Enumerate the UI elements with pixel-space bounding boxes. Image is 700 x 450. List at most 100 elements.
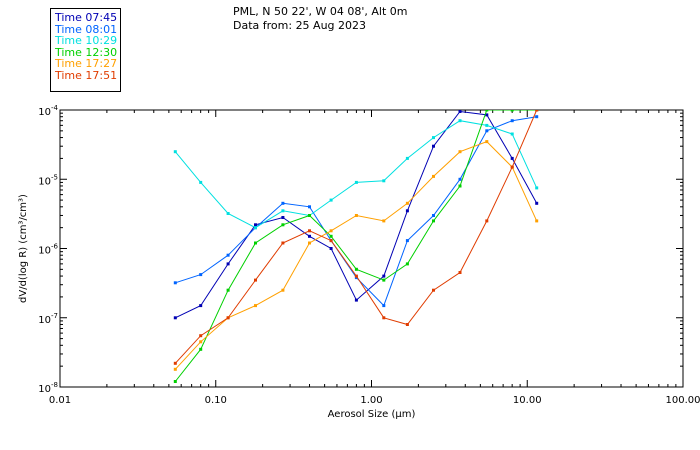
series-line xyxy=(174,110,537,382)
data-point xyxy=(510,165,514,169)
data-point xyxy=(432,144,435,148)
data-point xyxy=(281,216,285,219)
data-point xyxy=(458,177,462,181)
series-1230 xyxy=(173,110,539,383)
data-point xyxy=(173,150,177,154)
data-point xyxy=(405,323,409,326)
data-point xyxy=(405,156,409,160)
legend-entry: Time 10:29 xyxy=(55,34,118,47)
data-point xyxy=(173,281,177,285)
legend-entry: Time 17:27 xyxy=(55,57,118,70)
data-point xyxy=(199,180,203,184)
data-point xyxy=(226,253,230,257)
data-point xyxy=(173,367,177,371)
data-point xyxy=(510,156,514,160)
data-point xyxy=(254,304,257,308)
series-0801 xyxy=(173,115,539,308)
x-tick-label: 100.00 xyxy=(666,395,700,406)
location-header: PML, N 50 22', W 04 08', Alt 0m xyxy=(233,5,408,18)
data-point xyxy=(432,174,435,178)
data-point xyxy=(354,274,358,278)
data-point xyxy=(308,214,311,217)
data-point xyxy=(281,288,285,292)
data-point xyxy=(199,340,203,344)
data-point xyxy=(308,229,311,233)
data-point xyxy=(173,380,177,383)
data-point xyxy=(382,304,386,308)
y-tick-label: 10-7 xyxy=(38,312,58,326)
data-date-header: Data from: 25 Aug 2023 xyxy=(233,19,367,32)
series-line xyxy=(174,120,538,229)
chart-legend: Time 07:45 Time 08:01 Time 10:29 Time 12:30… xyxy=(50,8,121,92)
data-point xyxy=(329,247,333,250)
data-point xyxy=(199,347,203,351)
data-point xyxy=(308,205,311,209)
data-point xyxy=(226,262,230,266)
data-point xyxy=(405,201,409,205)
data-point xyxy=(432,219,435,223)
data-point xyxy=(329,239,333,243)
legend-entry: Time 08:01 xyxy=(55,22,118,36)
data-point xyxy=(535,201,539,205)
data-point xyxy=(308,234,311,238)
x-tick-label: 0.01 xyxy=(49,395,71,406)
legend-entry: Time 12:30 xyxy=(55,45,118,59)
data-point xyxy=(485,123,489,127)
x-tick-label: 10.00 xyxy=(513,395,542,406)
data-point xyxy=(485,219,489,223)
data-point xyxy=(535,110,539,112)
series-line xyxy=(174,110,538,364)
data-point xyxy=(405,209,409,213)
data-point xyxy=(226,288,230,292)
data-point xyxy=(510,119,514,123)
data-point xyxy=(382,316,386,320)
y-tick-label: 10-6 xyxy=(38,243,58,257)
data-point xyxy=(199,273,203,277)
y-tick-label: 10-5 xyxy=(38,173,58,187)
data-point xyxy=(199,304,203,308)
data-point xyxy=(382,278,386,282)
data-point xyxy=(281,223,285,227)
data-point xyxy=(432,136,435,140)
data-point xyxy=(173,361,177,365)
data-point xyxy=(458,119,462,123)
data-point xyxy=(308,241,311,245)
data-point xyxy=(329,198,333,202)
legend-entry: Time 17:51 xyxy=(55,68,118,82)
data-point xyxy=(382,274,386,278)
data-point xyxy=(510,110,514,112)
data-point xyxy=(510,132,514,136)
data-point xyxy=(458,150,462,154)
data-point xyxy=(329,234,333,238)
data-point xyxy=(485,110,489,112)
legend-entry: Time 07:45 xyxy=(55,11,118,24)
data-point xyxy=(354,267,358,271)
data-point xyxy=(458,271,462,274)
data-point xyxy=(485,113,489,117)
data-point xyxy=(281,209,285,213)
data-point xyxy=(254,223,257,227)
y-axis-title: dV/d(log R) (cm³/cm³) xyxy=(18,194,29,303)
data-point xyxy=(485,140,489,144)
data-point xyxy=(354,214,358,217)
y-tick-label: 10-4 xyxy=(38,104,58,118)
x-tick-label: 1.00 xyxy=(360,395,382,406)
data-point xyxy=(254,226,257,230)
data-point xyxy=(281,241,285,245)
data-point xyxy=(226,316,230,320)
data-point xyxy=(382,219,386,223)
data-point xyxy=(354,298,358,302)
data-point xyxy=(281,201,285,205)
x-axis-title: Aerosol Size (µm) xyxy=(328,409,416,420)
plot-frame xyxy=(59,109,684,388)
data-point xyxy=(329,229,333,233)
data-point xyxy=(254,241,257,245)
series-1751 xyxy=(173,110,539,365)
data-point xyxy=(535,115,539,119)
y-tick-label: 10-8 xyxy=(38,381,58,395)
data-point xyxy=(354,180,358,184)
data-point xyxy=(432,288,435,292)
data-point xyxy=(226,212,230,215)
data-point xyxy=(173,316,177,320)
